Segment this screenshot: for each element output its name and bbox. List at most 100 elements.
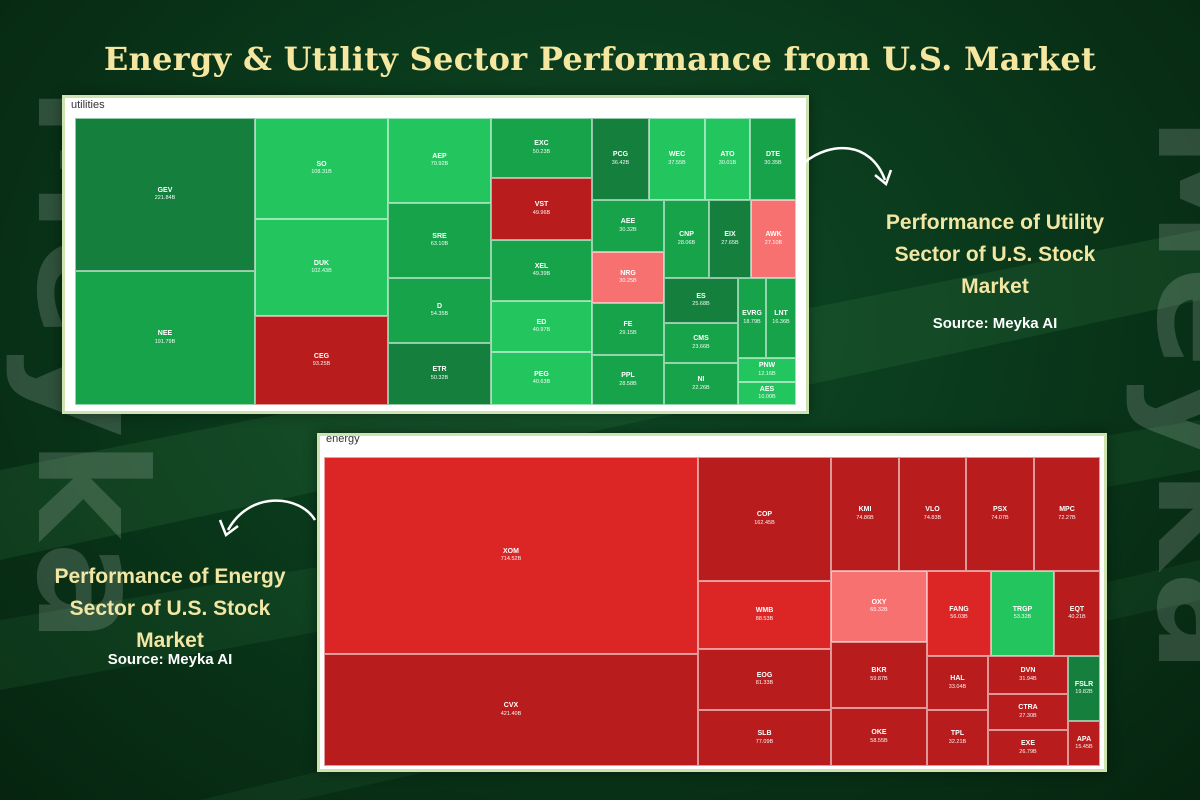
treemap-tile-kmi[interactable]: KMI 74.86B <box>831 457 899 571</box>
treemap-tile-gev[interactable]: GEV 221.84B <box>75 118 255 271</box>
tile-market-cap: 54.35B <box>430 311 449 318</box>
treemap-tile-etr[interactable]: ETR 50.32B <box>388 343 491 405</box>
tile-ticker: DUK <box>313 259 330 267</box>
treemap-tile-aee[interactable]: AEE 30.32B <box>592 200 664 252</box>
treemap-tile-apa[interactable]: APA 15.45B <box>1068 721 1100 766</box>
treemap-tile-bkr[interactable]: BKR 59.87B <box>831 642 927 708</box>
tile-market-cap: 27.65B <box>721 239 739 246</box>
treemap-tile-so[interactable]: SO 108.31B <box>255 118 388 219</box>
tile-ticker: EXC <box>534 140 549 148</box>
tile-ticker: ETR <box>432 366 447 374</box>
treemap-tile-eog[interactable]: EOG 81.33B <box>698 649 831 710</box>
treemap-tile-ni[interactable]: NI 22.26B <box>664 363 738 405</box>
tile-market-cap: 18.79B <box>743 318 761 325</box>
treemap-tile-hal[interactable]: HAL 33.04B <box>927 656 988 710</box>
treemap-tile-sre[interactable]: SRE 63.10B <box>388 203 491 278</box>
tile-market-cap: 72.27B <box>1058 514 1076 521</box>
treemap-tile-vlo[interactable]: VLO 74.83B <box>899 457 966 571</box>
treemap-tile-nee[interactable]: NEE 191.79B <box>75 271 255 405</box>
tile-ticker: FSLR <box>1074 680 1094 688</box>
treemap-tile-dvn[interactable]: DVN 31.94B <box>988 656 1068 694</box>
tile-market-cap: 108.31B <box>311 169 332 176</box>
tile-market-cap: 81.33B <box>755 680 774 687</box>
tile-ticker: EOG <box>756 671 773 679</box>
tile-market-cap: 40.63B <box>532 379 551 386</box>
treemap-tile-cms[interactable]: CMS 23.66B <box>664 323 738 363</box>
tile-market-cap: 19.82B <box>1075 689 1093 696</box>
treemap-tile-evrg[interactable]: EVRG 18.79B <box>738 278 766 358</box>
treemap-tile-aes[interactable]: AES 10.00B <box>738 382 796 405</box>
treemap-tile-ceg[interactable]: CEG 93.25B <box>255 316 388 405</box>
treemap-tile-oke[interactable]: OKE 58.55B <box>831 708 927 766</box>
treemap-tile-fslr[interactable]: FSLR 19.82B <box>1068 656 1100 721</box>
treemap-tile-es[interactable]: ES 25.68B <box>664 278 738 323</box>
treemap-tile-psx[interactable]: PSX 74.07B <box>966 457 1034 571</box>
treemap-tile-pcg[interactable]: PCG 36.42B <box>592 118 649 200</box>
treemap-tile-ato[interactable]: ATO 30.01B <box>705 118 750 200</box>
tile-ticker: CMS <box>693 335 709 343</box>
treemap-tile-tpl[interactable]: TPL 32.21B <box>927 710 988 766</box>
treemap-tile-ctra[interactable]: CTRA 27.30B <box>988 694 1068 730</box>
treemap-tile-trgp[interactable]: TRGP 53.32B <box>991 571 1054 656</box>
tile-ticker: NRG <box>620 269 636 277</box>
treemap-tile-wmb[interactable]: WMB 88.53B <box>698 581 831 649</box>
tile-ticker: KMI <box>858 506 872 514</box>
treemap-tile-exe[interactable]: EXE 26.79B <box>988 730 1068 766</box>
treemap-tile-slb[interactable]: SLB 77.09B <box>698 710 831 766</box>
treemap-tile-nrg[interactable]: NRG 30.25B <box>592 252 664 303</box>
treemap-tile-fe[interactable]: FE 29.15B <box>592 303 664 355</box>
tile-market-cap: 30.35B <box>764 159 782 166</box>
treemap-tile-wec[interactable]: WEC 37.55B <box>649 118 705 200</box>
page-title: Energy & Utility Sector Performance from… <box>103 40 1097 78</box>
energy-treemap: XOM 714.52B CVX 421.40B COP 162.45B WMB 88.53B E… <box>324 457 1100 766</box>
treemap-tile-pnw[interactable]: PNW 12.16B <box>738 358 796 382</box>
treemap-tile-cvx[interactable]: CVX 421.40B <box>324 654 698 766</box>
treemap-tile-d[interactable]: D 54.35B <box>388 278 491 343</box>
treemap-tile-cop[interactable]: COP 162.45B <box>698 457 831 581</box>
tile-ticker: SLB <box>757 730 772 738</box>
treemap-tile-mpc[interactable]: MPC 72.27B <box>1034 457 1100 571</box>
treemap-tile-xel[interactable]: XEL 49.39B <box>491 240 592 301</box>
treemap-tile-fang[interactable]: FANG 56.03B <box>927 571 991 656</box>
tile-ticker: WMB <box>755 607 774 615</box>
tile-market-cap: 74.07B <box>991 514 1009 521</box>
treemap-tile-eqt[interactable]: EQT 40.21B <box>1054 571 1100 656</box>
tile-ticker: TRGP <box>1012 605 1033 613</box>
tile-market-cap: 53.32B <box>1013 614 1032 621</box>
treemap-tile-exc[interactable]: EXC 50.23B <box>491 118 592 178</box>
tile-ticker: XOM <box>503 547 519 555</box>
energy-caption-line2: Sector of U.S. Stock <box>69 597 271 620</box>
treemap-tile-vst[interactable]: VST 49.96B <box>491 178 592 240</box>
tile-ticker: EVRG <box>742 310 762 318</box>
tile-ticker: PCG <box>612 151 629 159</box>
treemap-tile-awk[interactable]: AWK 27.10B <box>751 200 796 278</box>
tile-ticker: BKR <box>871 667 887 675</box>
tile-ticker: PEG <box>534 370 549 378</box>
tile-ticker: EXE <box>1020 740 1035 748</box>
treemap-tile-duk[interactable]: DUK 102.43B <box>255 219 388 316</box>
tile-market-cap: 88.53B <box>755 615 774 622</box>
tile-ticker: CNP <box>679 231 694 239</box>
tile-market-cap: 33.04B <box>948 683 967 690</box>
tile-ticker: XEL <box>534 262 549 270</box>
treemap-tile-lnt[interactable]: LNT 16.36B <box>766 278 796 358</box>
treemap-tile-peg[interactable]: PEG 40.63B <box>491 352 592 405</box>
treemap-tile-eix[interactable]: EIX 27.65B <box>709 200 751 278</box>
treemap-tile-aep[interactable]: AEP 70.92B <box>388 118 491 203</box>
tile-ticker: CVX <box>503 702 519 710</box>
energy-caption-line1: Performance of Energy <box>54 565 286 588</box>
tile-market-cap: 28.06B <box>677 239 696 246</box>
treemap-tile-dte[interactable]: DTE 30.35B <box>750 118 796 200</box>
tile-market-cap: 74.83B <box>923 514 942 521</box>
tile-market-cap: 36.42B <box>611 159 630 166</box>
treemap-tile-xom[interactable]: XOM 714.52B <box>324 457 698 654</box>
treemap-tile-oxy[interactable]: OXY 65.32B <box>831 571 927 642</box>
tile-market-cap: 40.21B <box>1068 614 1086 621</box>
tile-market-cap: 74.86B <box>856 514 874 521</box>
tile-market-cap: 26.79B <box>1019 748 1037 755</box>
tile-market-cap: 50.23B <box>532 148 551 155</box>
treemap-tile-ed[interactable]: ED 40.97B <box>491 301 592 352</box>
treemap-tile-cnp[interactable]: CNP 28.06B <box>664 200 709 278</box>
treemap-tile-ppl[interactable]: PPL 28.58B <box>592 355 664 405</box>
tile-ticker: FANG <box>949 605 969 613</box>
